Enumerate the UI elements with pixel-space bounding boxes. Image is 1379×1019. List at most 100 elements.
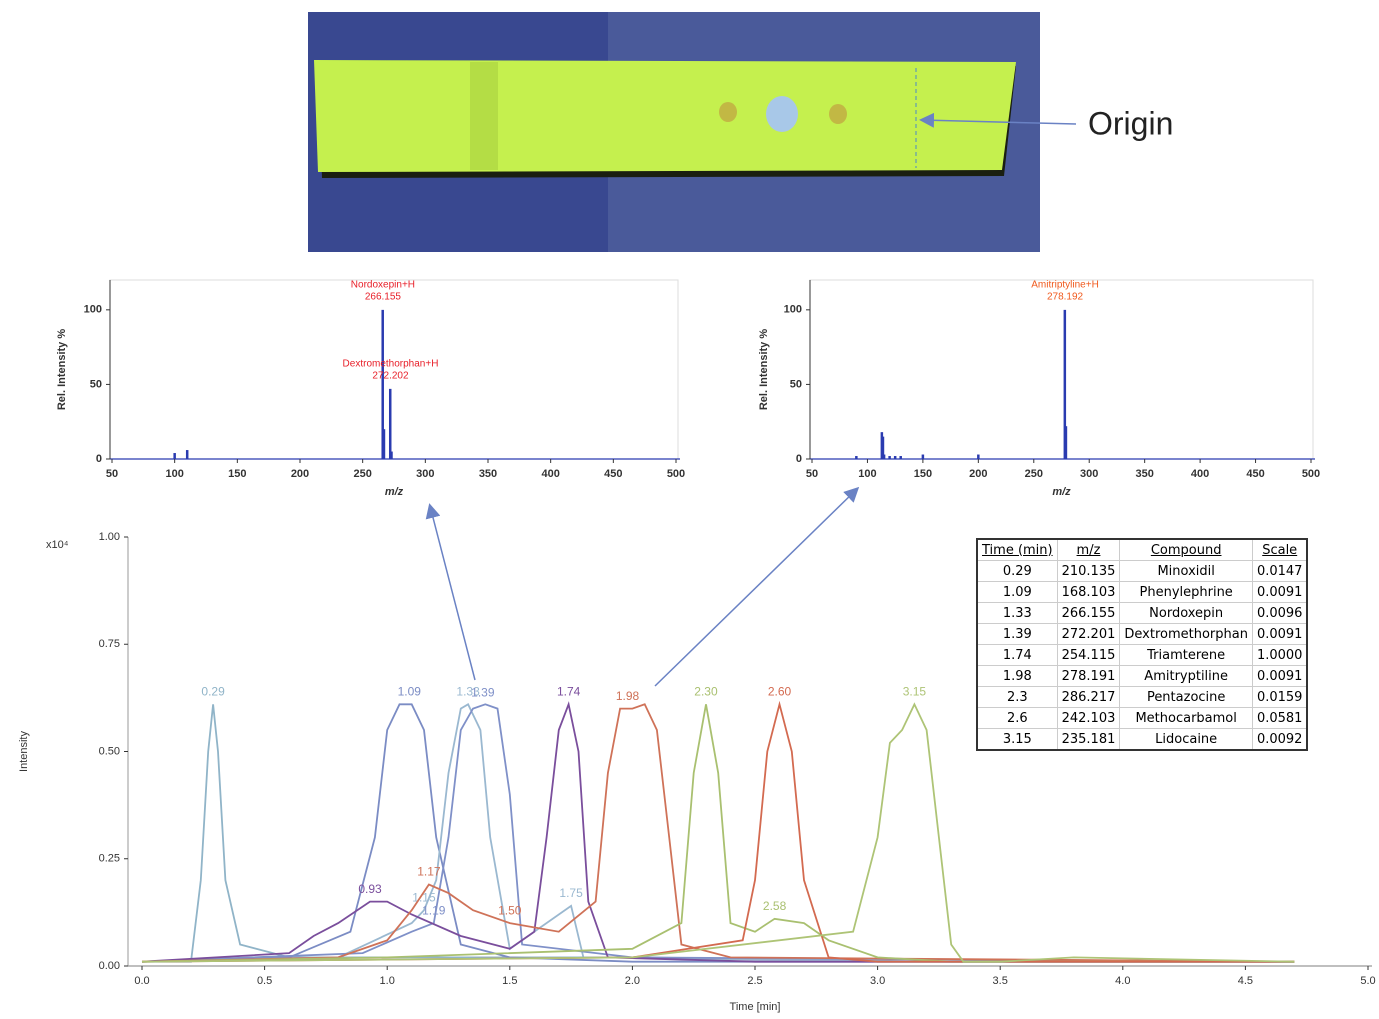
table-row: 1.39 272.201 Dextromethorphan 0.0091 xyxy=(976,623,1308,645)
spot xyxy=(719,102,737,122)
x-tick-label: 500 xyxy=(1302,468,1320,480)
table-cell: 272.201 xyxy=(1056,623,1121,645)
x-tick-label: 250 xyxy=(1025,468,1043,480)
x-tick-label: 5.0 xyxy=(1360,975,1375,987)
x-tick-label: 0.0 xyxy=(134,975,149,987)
y-axis-label: Rel. Intensity % xyxy=(56,329,68,411)
x-tick-label: 400 xyxy=(1191,468,1209,480)
x-axis-label: m/z xyxy=(385,486,404,498)
x-tick-label: 350 xyxy=(1135,468,1153,480)
x-tick-label: 150 xyxy=(228,468,246,480)
table-cell: 286.217 xyxy=(1056,686,1121,708)
trace xyxy=(141,704,1295,963)
table-cell: 2.6 xyxy=(976,707,1058,729)
spot xyxy=(766,96,798,132)
plate-band xyxy=(470,62,498,170)
y-tick-label: 0 xyxy=(96,453,102,465)
y-axis-label: Rel. Intensity % xyxy=(758,329,770,411)
table-row: 0.29 210.135 Minoxidil 0.0147 xyxy=(976,560,1308,582)
table-row: 2.6 242.103 Methocarbamol 0.0581 xyxy=(976,707,1308,729)
table-cell: 1.09 xyxy=(976,581,1058,603)
header-row: Time (min) m/z Compound Scale xyxy=(976,538,1308,561)
table-cell: Lidocaine xyxy=(1119,728,1253,751)
x-tick-label: 4.0 xyxy=(1115,975,1130,987)
y-tick-label: 50 xyxy=(790,378,802,390)
origin-arrow xyxy=(919,112,1077,128)
table-cell: 2.3 xyxy=(976,686,1058,708)
link-arrow xyxy=(654,486,860,687)
x-tick-label: 200 xyxy=(291,468,309,480)
table-cell: 1.0000 xyxy=(1251,644,1308,666)
y-tick-label: 0.50 xyxy=(99,745,120,757)
table-cell: 0.0581 xyxy=(1251,707,1308,729)
header-cell: m/z xyxy=(1056,538,1121,561)
table-cell: 242.103 xyxy=(1056,707,1121,729)
peak-label: 2.60 xyxy=(768,684,792,698)
peak-label: 2.58 xyxy=(763,899,787,913)
peak-label: 0.93 xyxy=(358,882,382,896)
peak-label: 2.30 xyxy=(694,684,718,698)
table-row: 1.09 168.103 Phenylephrine 0.0091 xyxy=(976,581,1308,603)
table-cell: 168.103 xyxy=(1056,581,1121,603)
tlc-photo: Origin xyxy=(308,12,1173,252)
table-cell: Triamterene xyxy=(1119,644,1253,666)
compound-table: Time (min) m/z Compound Scale 0.29 210.135 Min… xyxy=(976,538,1309,751)
table-row: 1.74 254.115 Triamterene 1.0000 xyxy=(976,644,1308,666)
table-cell: 0.0091 xyxy=(1251,623,1308,645)
y-unit: x10⁴ xyxy=(46,539,69,551)
table-cell: 0.0147 xyxy=(1251,560,1308,582)
y-tick-label: 0.00 xyxy=(99,960,120,972)
peak-label: 1.17 xyxy=(417,865,441,879)
table-cell: Minoxidil xyxy=(1119,560,1253,582)
x-axis-label: m/z xyxy=(1052,486,1071,498)
table-cell: Methocarbamol xyxy=(1119,707,1253,729)
peak-label: 1.50 xyxy=(498,903,522,917)
x-tick-label: 150 xyxy=(914,468,932,480)
peak-label: 1.33 xyxy=(456,684,480,698)
x-tick-label: 450 xyxy=(1246,468,1264,480)
x-axis-label: Time [min] xyxy=(730,1001,781,1013)
table-row: 3.15 235.181 Lidocaine 0.0092 xyxy=(976,728,1308,751)
x-tick-label: 400 xyxy=(541,468,559,480)
x-tick-label: 0.5 xyxy=(257,975,272,987)
x-tick-label: 2.0 xyxy=(625,975,640,987)
link-arrow xyxy=(425,503,476,681)
table-cell: Nordoxepin xyxy=(1119,602,1253,624)
table-cell: 0.0091 xyxy=(1251,581,1308,603)
table-cell: 266.155 xyxy=(1056,602,1121,624)
y-axis-label: Intensity xyxy=(18,731,30,772)
x-tick-label: 50 xyxy=(806,468,818,480)
trace xyxy=(141,700,1295,963)
x-tick-label: 3.0 xyxy=(870,975,885,987)
y-tick-label: 0.75 xyxy=(99,638,120,650)
table-cell: 1.98 xyxy=(976,665,1058,687)
trace xyxy=(141,703,1295,963)
x-tick-label: 450 xyxy=(604,468,622,480)
header-cell: Time (min) xyxy=(976,538,1058,561)
table-cell: 0.0159 xyxy=(1251,686,1308,708)
peak-annotation: Dextromethorphan+H xyxy=(343,359,439,370)
tlc-plate xyxy=(314,60,1016,172)
table-cell: 0.29 xyxy=(976,560,1058,582)
y-tick-label: 0.25 xyxy=(99,853,120,865)
y-tick-label: 100 xyxy=(84,304,102,316)
header-cell: Compound xyxy=(1119,538,1253,561)
table-cell: 254.115 xyxy=(1056,644,1121,666)
peak-label: 0.29 xyxy=(201,684,225,698)
x-tick-label: 2.5 xyxy=(747,975,762,987)
x-tick-label: 1.0 xyxy=(380,975,395,987)
origin-label: Origin xyxy=(1088,105,1173,141)
table-cell: Phenylephrine xyxy=(1119,581,1253,603)
peak-label: 1.09 xyxy=(398,684,422,698)
peak-label: 1.19 xyxy=(422,903,446,917)
table-row: 1.98 278.191 Amitryptiline 0.0091 xyxy=(976,665,1308,687)
x-tick-label: 250 xyxy=(353,468,371,480)
y-tick-label: 100 xyxy=(784,304,802,316)
trace xyxy=(141,702,1295,963)
table-cell: 3.15 xyxy=(976,728,1058,751)
table-cell: 235.181 xyxy=(1056,728,1121,751)
x-tick-label: 200 xyxy=(969,468,987,480)
peak-annotation: Nordoxepin+H xyxy=(351,279,415,290)
